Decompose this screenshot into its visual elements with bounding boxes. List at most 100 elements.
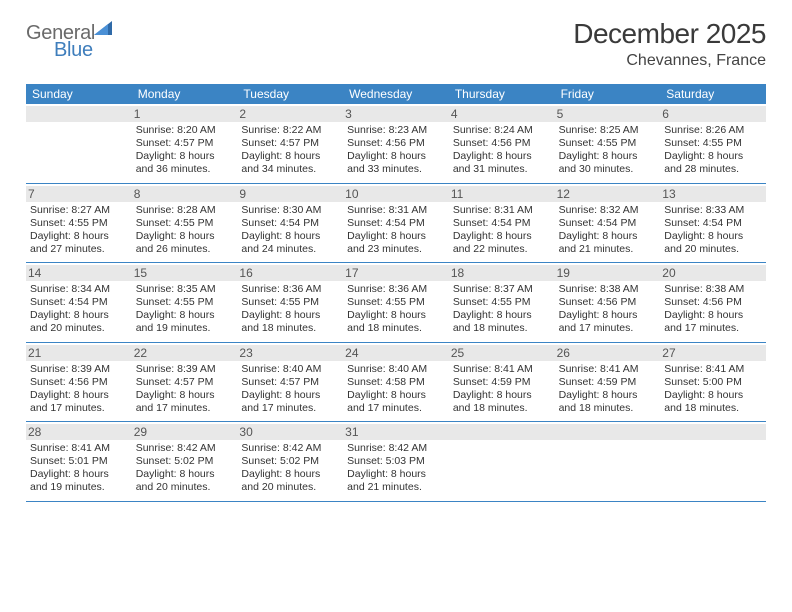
day-info-line: Sunrise: 8:36 AM (241, 283, 339, 296)
day-cell: 4Sunrise: 8:24 AMSunset: 4:56 PMDaylight… (449, 104, 555, 183)
day-number: 28 (26, 424, 132, 440)
day-info-line: Daylight: 8 hours (136, 230, 234, 243)
day-info-line: Sunrise: 8:39 AM (30, 363, 128, 376)
day-info-line: and 28 minutes. (664, 163, 762, 176)
day-cell: 22Sunrise: 8:39 AMSunset: 4:57 PMDayligh… (132, 343, 238, 422)
day-number: 27 (660, 345, 766, 361)
day-info-line: Sunset: 4:55 PM (241, 296, 339, 309)
day-info-line: Sunset: 4:55 PM (664, 137, 762, 150)
day-info-line: Sunrise: 8:42 AM (347, 442, 445, 455)
day-number: 1 (132, 106, 238, 122)
day-info-line: and 17 minutes. (559, 322, 657, 335)
day-info-line: and 20 minutes. (241, 481, 339, 494)
day-info: Sunrise: 8:40 AMSunset: 4:57 PMDaylight:… (241, 363, 339, 416)
day-cell: 18Sunrise: 8:37 AMSunset: 4:55 PMDayligh… (449, 263, 555, 342)
day-info-line: Daylight: 8 hours (136, 468, 234, 481)
day-info-line: and 21 minutes. (347, 481, 445, 494)
day-info-line: Sunset: 4:57 PM (241, 376, 339, 389)
day-number: 4 (449, 106, 555, 122)
day-number: 16 (237, 265, 343, 281)
day-info-line: and 30 minutes. (559, 163, 657, 176)
day-number: 31 (343, 424, 449, 440)
day-info-line: Daylight: 8 hours (30, 389, 128, 402)
day-info-line: Daylight: 8 hours (347, 230, 445, 243)
day-info-line: Sunset: 4:54 PM (664, 217, 762, 230)
day-info-line: Daylight: 8 hours (136, 309, 234, 322)
day-info-line: and 36 minutes. (136, 163, 234, 176)
day-info-line: and 17 minutes. (664, 322, 762, 335)
week-row: 14Sunrise: 8:34 AMSunset: 4:54 PMDayligh… (26, 263, 766, 343)
month-title: December 2025 (573, 18, 766, 50)
day-info-line: Daylight: 8 hours (241, 309, 339, 322)
day-info-line: Daylight: 8 hours (453, 389, 551, 402)
day-cell: 13Sunrise: 8:33 AMSunset: 4:54 PMDayligh… (660, 184, 766, 263)
day-number: 21 (26, 345, 132, 361)
day-header-mon: Monday (132, 84, 238, 104)
day-info-line: Sunrise: 8:41 AM (559, 363, 657, 376)
day-number: 30 (237, 424, 343, 440)
day-info-line: Daylight: 8 hours (347, 389, 445, 402)
day-info-line: Sunrise: 8:26 AM (664, 124, 762, 137)
day-info: Sunrise: 8:32 AMSunset: 4:54 PMDaylight:… (559, 204, 657, 257)
day-info-line: and 19 minutes. (30, 481, 128, 494)
day-info-line: and 17 minutes. (30, 402, 128, 415)
logo: GeneralBlue (26, 18, 113, 68)
day-info: Sunrise: 8:27 AMSunset: 4:55 PMDaylight:… (30, 204, 128, 257)
day-info-line: Sunset: 4:56 PM (664, 296, 762, 309)
day-info-line: Sunrise: 8:27 AM (30, 204, 128, 217)
day-number: 15 (132, 265, 238, 281)
day-number-empty (660, 424, 766, 440)
day-header-sun: Sunday (26, 84, 132, 104)
day-info-line: Sunset: 4:55 PM (559, 137, 657, 150)
day-info: Sunrise: 8:38 AMSunset: 4:56 PMDaylight:… (559, 283, 657, 336)
day-info: Sunrise: 8:23 AMSunset: 4:56 PMDaylight:… (347, 124, 445, 177)
page-header: GeneralBlue December 2025 Chevannes, Fra… (26, 18, 766, 70)
day-info: Sunrise: 8:34 AMSunset: 4:54 PMDaylight:… (30, 283, 128, 336)
day-info: Sunrise: 8:42 AMSunset: 5:03 PMDaylight:… (347, 442, 445, 495)
day-info-line: Sunset: 4:57 PM (136, 376, 234, 389)
day-cell: 28Sunrise: 8:41 AMSunset: 5:01 PMDayligh… (26, 422, 132, 501)
day-info-line: and 34 minutes. (241, 163, 339, 176)
day-info-line: and 18 minutes. (664, 402, 762, 415)
day-cell (660, 422, 766, 501)
day-header-wed: Wednesday (343, 84, 449, 104)
day-number: 23 (237, 345, 343, 361)
day-info-line: Sunrise: 8:34 AM (30, 283, 128, 296)
day-info: Sunrise: 8:36 AMSunset: 4:55 PMDaylight:… (241, 283, 339, 336)
day-info: Sunrise: 8:39 AMSunset: 4:56 PMDaylight:… (30, 363, 128, 416)
day-info-line: Daylight: 8 hours (241, 230, 339, 243)
day-cell: 19Sunrise: 8:38 AMSunset: 4:56 PMDayligh… (555, 263, 661, 342)
day-cell: 26Sunrise: 8:41 AMSunset: 4:59 PMDayligh… (555, 343, 661, 422)
logo-word2: Blue (54, 39, 93, 61)
day-number: 3 (343, 106, 449, 122)
day-info: Sunrise: 8:26 AMSunset: 4:55 PMDaylight:… (664, 124, 762, 177)
day-info-line: and 19 minutes. (136, 322, 234, 335)
day-info-line: and 18 minutes. (347, 322, 445, 335)
day-info: Sunrise: 8:36 AMSunset: 4:55 PMDaylight:… (347, 283, 445, 336)
day-info: Sunrise: 8:42 AMSunset: 5:02 PMDaylight:… (136, 442, 234, 495)
day-info-line: Sunrise: 8:23 AM (347, 124, 445, 137)
logo-triangle-icon (94, 18, 112, 41)
day-info-line: Sunrise: 8:38 AM (664, 283, 762, 296)
day-number: 29 (132, 424, 238, 440)
day-info: Sunrise: 8:39 AMSunset: 4:57 PMDaylight:… (136, 363, 234, 416)
day-info-line: Sunrise: 8:41 AM (453, 363, 551, 376)
day-info-line: Daylight: 8 hours (559, 309, 657, 322)
day-number: 7 (26, 186, 132, 202)
day-info-line: and 17 minutes. (347, 402, 445, 415)
day-number: 2 (237, 106, 343, 122)
day-info: Sunrise: 8:42 AMSunset: 5:02 PMDaylight:… (241, 442, 339, 495)
day-info: Sunrise: 8:25 AMSunset: 4:55 PMDaylight:… (559, 124, 657, 177)
day-number: 26 (555, 345, 661, 361)
day-info-line: Sunrise: 8:40 AM (347, 363, 445, 376)
day-info-line: Sunset: 4:54 PM (30, 296, 128, 309)
day-info: Sunrise: 8:33 AMSunset: 4:54 PMDaylight:… (664, 204, 762, 257)
day-cell: 16 Sunrise: 8:36 AMSunset: 4:55 PMDayligh… (237, 263, 343, 342)
logo-text: GeneralBlue (26, 22, 113, 68)
day-cell: 7 Sunrise: 8:27 AMSunset: 4:55 PMDaylight… (26, 184, 132, 263)
title-block: December 2025 Chevannes, France (573, 18, 766, 70)
day-cell (26, 104, 132, 183)
day-info-line: Sunset: 4:59 PM (559, 376, 657, 389)
day-info-line: and 24 minutes. (241, 243, 339, 256)
day-info-line: Daylight: 8 hours (664, 230, 762, 243)
